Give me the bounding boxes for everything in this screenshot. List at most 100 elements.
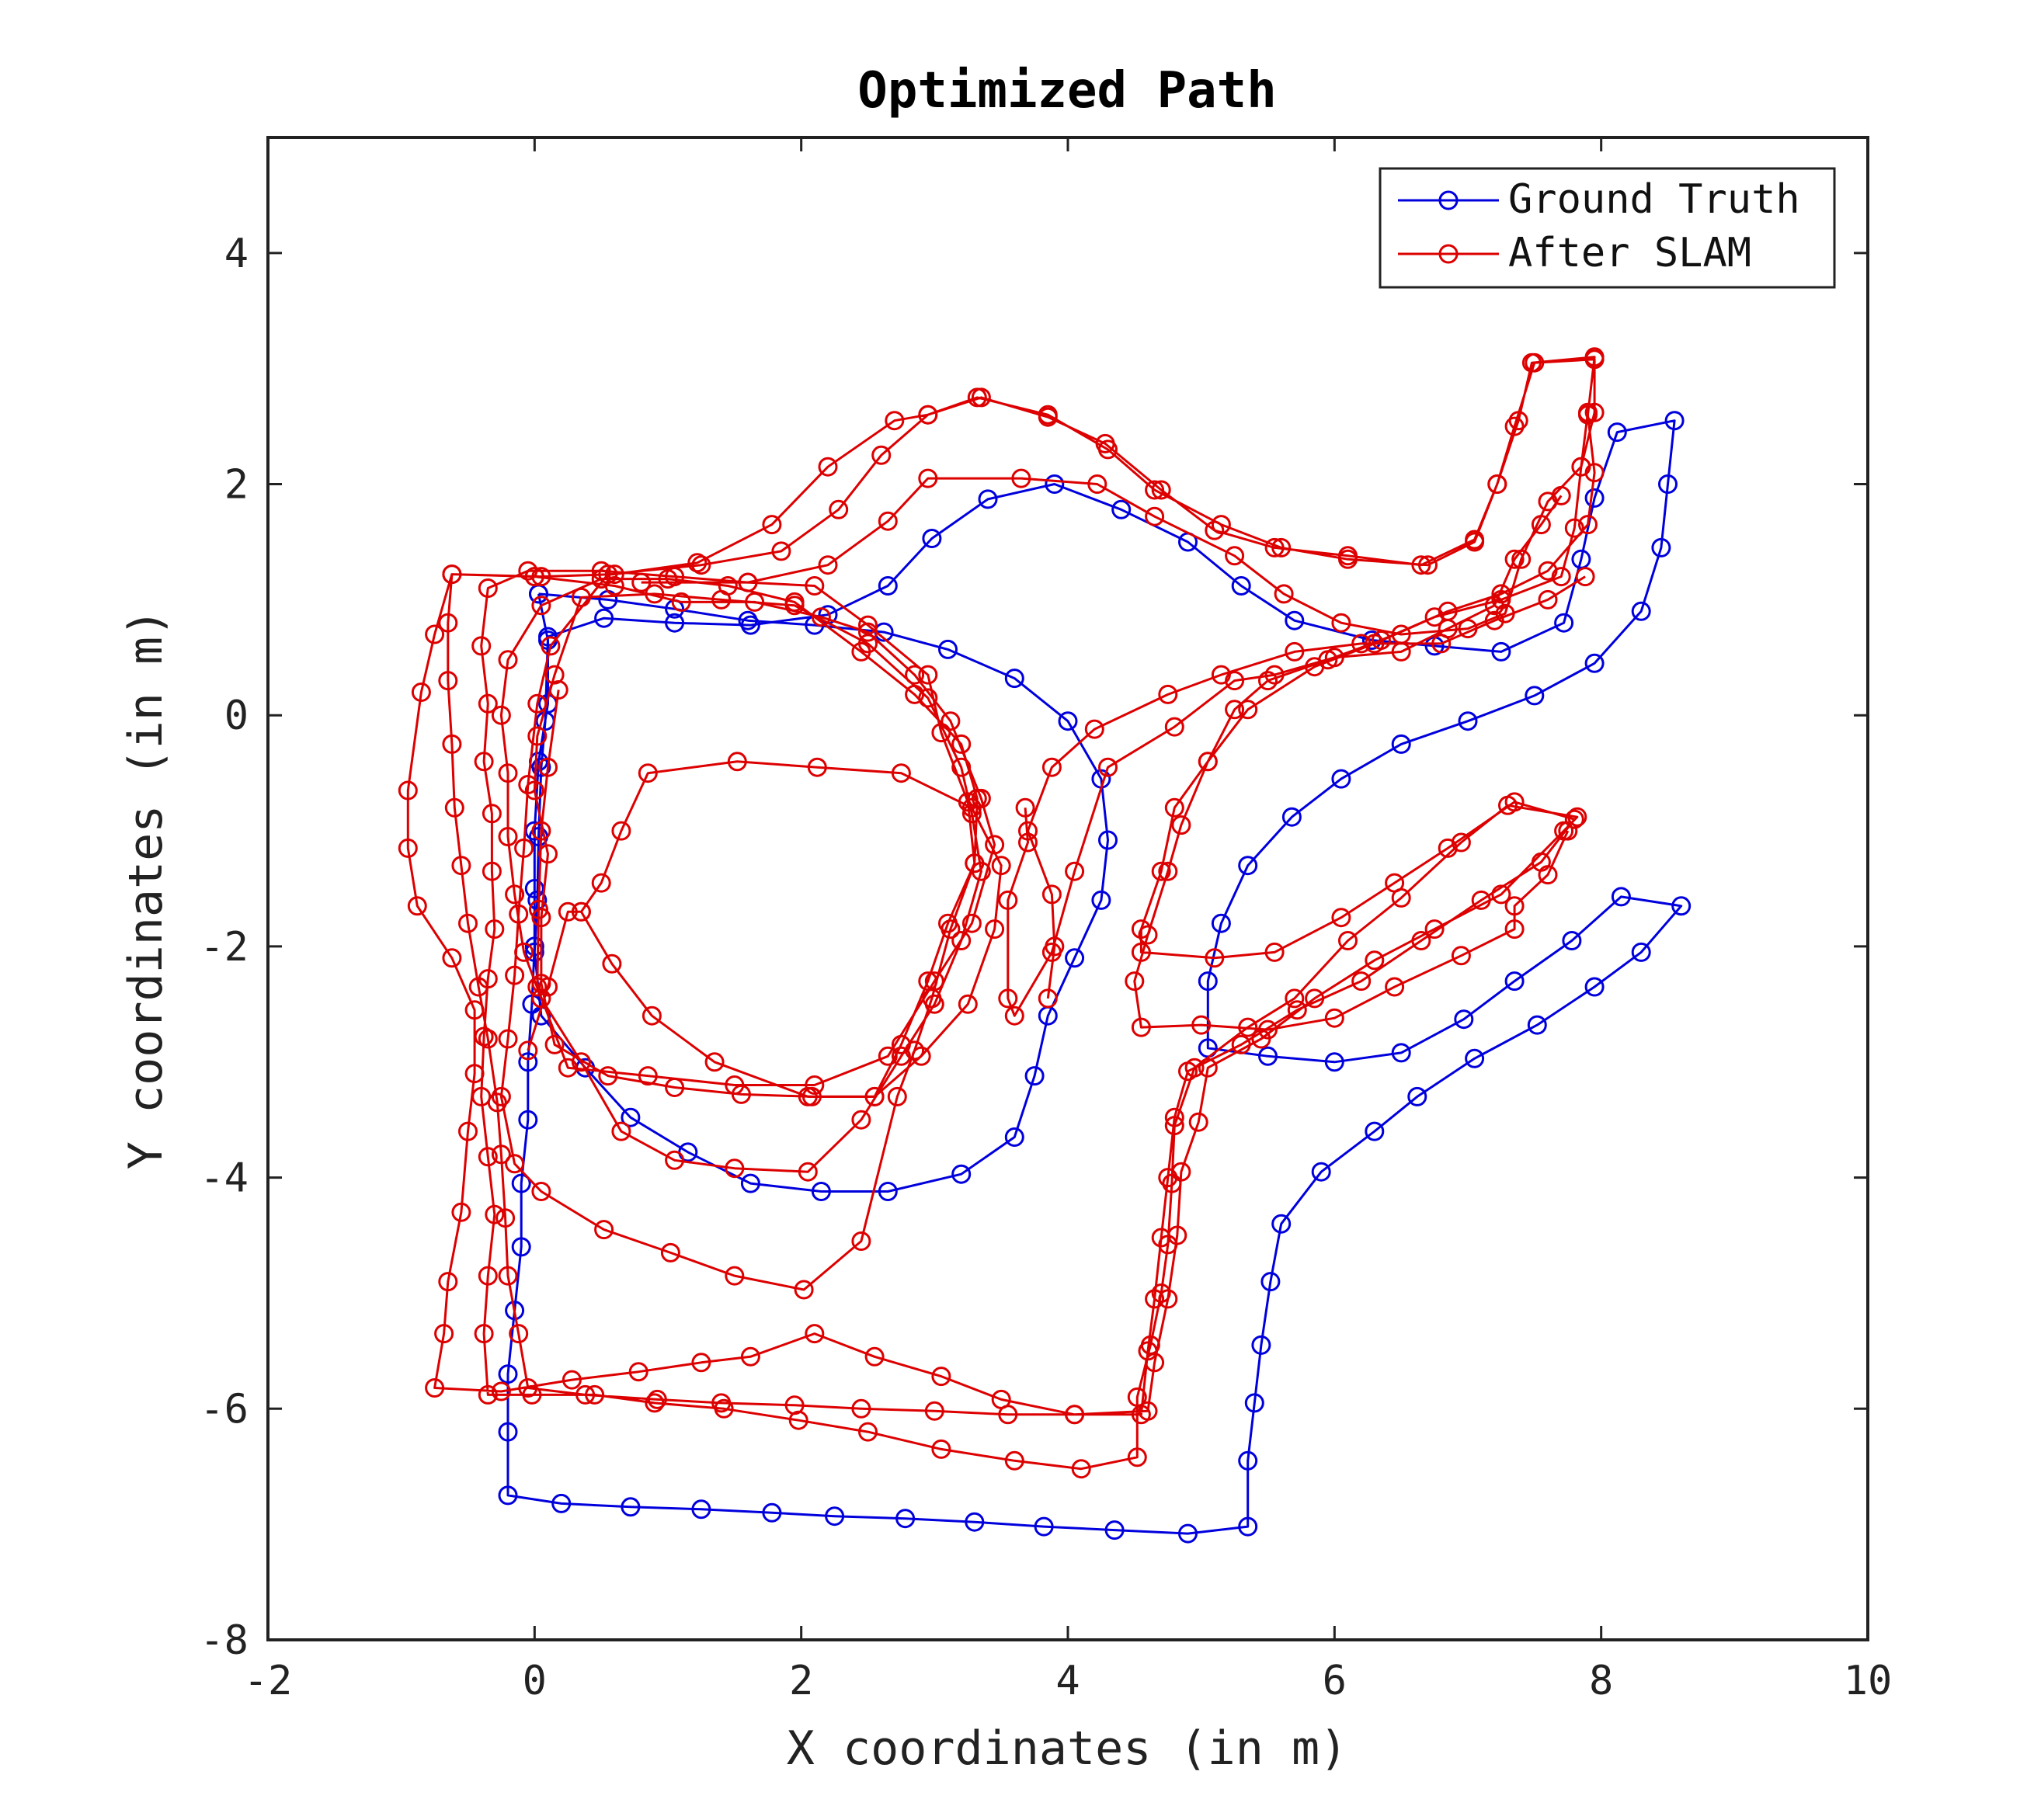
data-point [961,913,982,933]
data-point [1145,506,1165,526]
data-point [1260,1272,1281,1292]
data-point [478,1266,498,1286]
data-point [538,757,558,777]
data-point [531,908,551,928]
data-point [1238,1450,1258,1471]
data-point [878,1182,898,1201]
data-point [1225,546,1245,566]
data-point [818,457,838,477]
data-point [1454,1009,1474,1030]
data-point [541,636,561,656]
data-point [1305,988,1325,1009]
data-point [527,977,548,997]
x-tick-label: 0 [523,1658,547,1704]
data-point [1584,488,1605,508]
data-point [1264,537,1285,557]
data-point [1531,515,1551,535]
data-point [498,1364,518,1384]
data-point [958,994,978,1014]
data-point [1198,971,1218,992]
data-point [714,1398,734,1419]
data-point [478,693,498,714]
data-point [1607,422,1627,443]
data-point [482,804,502,824]
data-point [442,734,462,754]
data-point [1171,1162,1191,1182]
data-point [1611,887,1631,907]
data-point [1558,821,1578,841]
data-point [398,838,418,858]
series-line-3 [527,760,1003,1098]
data-point [498,1029,518,1049]
data-point [1338,931,1358,950]
data-point [905,1040,925,1061]
data-point [1471,890,1491,910]
data-point [558,1058,578,1078]
data-point [509,904,529,924]
data-point [1538,589,1558,610]
data-point [1351,971,1372,992]
y-tick-label: -8 [200,1617,249,1664]
data-point [691,555,711,575]
data-point [878,511,898,531]
data-point [438,671,458,691]
data-point [638,1066,658,1086]
data-point [1162,1173,1182,1193]
data-point [1131,1017,1151,1037]
data-point [1127,1447,1147,1467]
data-point [485,1204,505,1224]
data-point [1465,1048,1485,1068]
data-point [642,1006,662,1026]
data-point [798,1086,818,1106]
data-point [1041,884,1062,905]
data-point [491,1086,511,1106]
data-point [498,827,518,846]
data-point [1554,613,1574,633]
data-point [1084,719,1104,739]
data-point [524,567,544,587]
data-point [665,1150,685,1170]
data-point [1451,946,1471,966]
data-point [931,1367,951,1387]
data-point [591,873,611,893]
data-point [451,856,471,876]
x-tick-label: 2 [789,1658,813,1704]
data-point [1324,1008,1344,1028]
data-point [1331,769,1351,789]
data-point [611,821,631,841]
data-point [511,1173,531,1193]
data-point [1038,407,1058,427]
data-point [531,821,551,841]
data-point [1018,821,1038,841]
data-point [951,1164,972,1184]
data-point [851,641,871,662]
data-point [1264,665,1285,685]
data-point [829,499,849,519]
data-point [1211,665,1231,685]
data-point [924,971,944,992]
data-point [762,1502,782,1523]
data-point [491,705,511,725]
data-point [575,1384,596,1405]
data-point [1584,402,1605,422]
data-point [527,726,548,746]
series-line-4 [641,412,1589,636]
x-tick-label: 6 [1323,1658,1347,1704]
data-point [529,899,548,919]
data-point [1651,537,1671,557]
data-point [598,1066,618,1086]
data-point [478,578,498,598]
data-point [1271,1214,1292,1234]
data-point [918,468,938,488]
y-tick-label: -4 [200,1155,249,1202]
data-point [1491,884,1511,905]
data-point [1158,684,1178,704]
data-point [514,942,534,962]
data-point [1504,971,1525,992]
data-point [1658,474,1678,494]
data-point [1164,717,1184,737]
data-point [1365,950,1385,971]
data-point [1045,936,1065,957]
data-point [518,1110,538,1130]
data-point [1671,896,1692,916]
